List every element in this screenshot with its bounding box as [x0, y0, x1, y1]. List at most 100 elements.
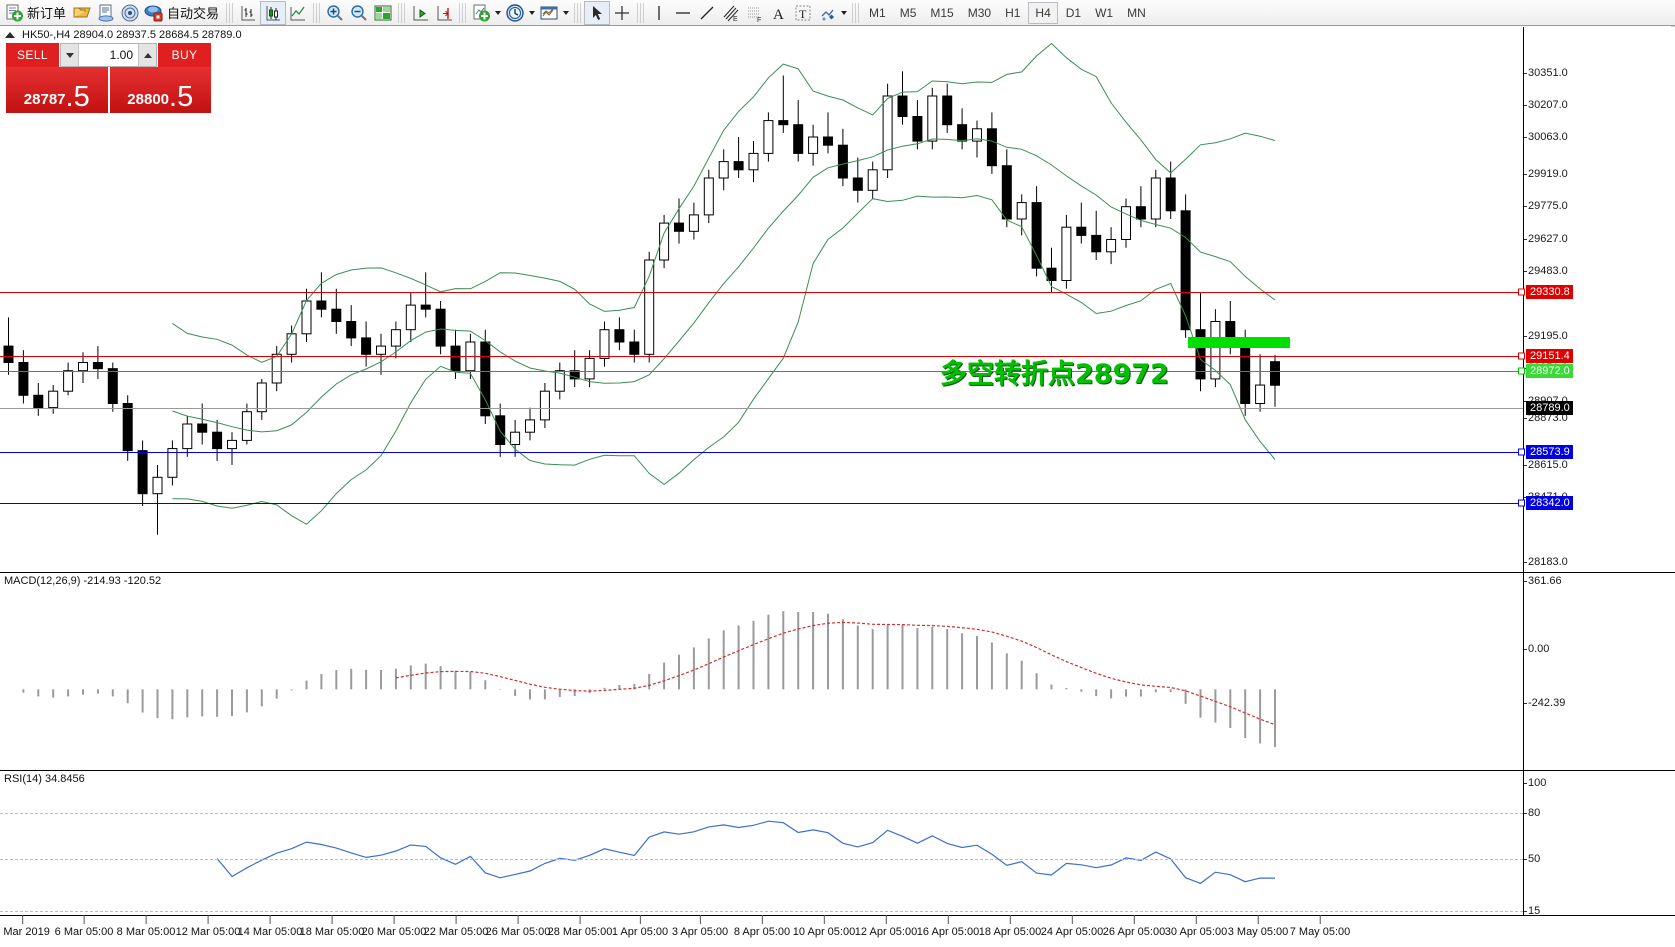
price-tag-support-2[interactable]: 28342.0	[1526, 496, 1573, 510]
sell-button[interactable]: SELL	[6, 43, 59, 67]
price-scale[interactable]: 30351.0 30207.0 30063.0 29919.0 29775.0 29627…	[1523, 27, 1675, 600]
timeframe-m5[interactable]: M5	[899, 5, 917, 20]
macd-plot-area[interactable]	[0, 573, 1523, 770]
price-tag-resistance-2[interactable]: 29151.4	[1526, 349, 1573, 363]
autotrading-button[interactable]: 自动交易	[142, 1, 223, 25]
level-handle-support-2[interactable]	[1518, 499, 1525, 507]
level-line-support-1[interactable]	[0, 452, 1523, 453]
equidistant-channel-icon: E	[723, 5, 739, 23]
timeframe-m1[interactable]: M1	[869, 5, 886, 20]
chart-text-annotation[interactable]: 多空转折点28972	[940, 359, 1169, 390]
line-chart-icon	[290, 6, 306, 20]
sell-price-cell[interactable]: 28787 .5	[6, 67, 108, 113]
toolbar-separator	[637, 2, 645, 23]
time-axis-label: 14 Mar 05:00	[237, 915, 303, 938]
text-button[interactable]: A	[767, 1, 791, 25]
price-tick: 28615.0	[1524, 459, 1568, 471]
zoom-in-button[interactable]	[323, 1, 347, 25]
price-tag-last-price[interactable]: 28789.0	[1526, 401, 1573, 415]
signals-button[interactable]	[118, 1, 142, 25]
toolbar-separator	[852, 2, 860, 23]
chart-shift-button[interactable]	[408, 1, 432, 25]
templates-button[interactable]	[537, 1, 571, 25]
new-order-button[interactable]: 新订单	[2, 1, 70, 25]
rsi-band-line	[0, 911, 1523, 912]
buy-price-cell[interactable]: 28800 .5	[109, 67, 211, 113]
line-chart-button[interactable]	[286, 1, 310, 25]
lot-size-stepper[interactable]: 1.00	[60, 43, 157, 67]
tile-windows-button[interactable]	[371, 1, 395, 25]
add-indicator-button[interactable]	[469, 1, 503, 25]
time-axis-label: 8 Mar 05:00	[116, 915, 176, 938]
level-line-last-price[interactable]	[0, 408, 1523, 409]
fibonacci-button[interactable]: F	[743, 1, 767, 25]
price-tag-pivot[interactable]: 28972.0	[1526, 364, 1573, 378]
timeframe-m30[interactable]: M30	[967, 5, 992, 20]
zoom-out-icon	[351, 4, 367, 21]
auto-scroll-icon	[437, 5, 453, 20]
folder-button[interactable]	[70, 1, 94, 25]
level-line-resistance-1[interactable]	[0, 292, 1523, 293]
buy-button[interactable]: BUY	[158, 43, 211, 67]
chevron-down-icon[interactable]	[529, 10, 536, 15]
lot-decrease-button[interactable]	[61, 44, 79, 66]
candlestick-series	[3, 42, 1280, 535]
crosshair-button[interactable]	[610, 1, 634, 25]
text-label-button[interactable]: T	[791, 1, 815, 25]
chevron-down-icon[interactable]	[563, 10, 570, 15]
timeframe-mn[interactable]: MN	[1127, 5, 1146, 20]
period-button[interactable]	[503, 1, 537, 25]
price-plot-area[interactable]	[0, 27, 1523, 572]
timeframe-d1[interactable]: D1	[1065, 5, 1082, 20]
level-handle-support-1[interactable]	[1518, 448, 1525, 456]
one-click-trading-panel: SELL 1.00 BUY 28787 .5 28800 .5	[6, 43, 211, 113]
price-tick: 29627.0	[1524, 233, 1568, 245]
equidistant-channel-button[interactable]: E	[719, 1, 743, 25]
price-tag-resistance-1[interactable]: 29330.8	[1526, 285, 1573, 299]
zoom-out-button[interactable]	[347, 1, 371, 25]
vertical-line-icon	[658, 5, 660, 20]
rsi-scale[interactable]: 1008050150	[1523, 771, 1675, 940]
price-tick: 29195.0	[1524, 330, 1568, 342]
level-handle-resistance-1[interactable]	[1518, 288, 1525, 296]
lot-increase-button[interactable]	[138, 44, 156, 66]
macd-pane[interactable]: MACD(12,26,9) -214.93 -120.52 361.66 0.00…	[0, 572, 1675, 770]
macd-tick: 0.00	[1523, 643, 1550, 655]
collapse-triangle-icon[interactable]	[5, 32, 15, 38]
chevron-down-icon[interactable]	[495, 10, 502, 15]
rsi-pane[interactable]: RSI(14) 34.8456 1008050150	[0, 770, 1675, 940]
crosshair-icon	[615, 5, 630, 20]
price-chart-pane[interactable]: 30351.0 30207.0 30063.0 29919.0 29775.0 29627…	[0, 27, 1675, 600]
level-line-support-2[interactable]	[0, 503, 1523, 504]
bar-chart-button[interactable]	[236, 1, 260, 25]
timeframe-h4[interactable]: H4	[1028, 1, 1058, 24]
level-handle-pivot[interactable]	[1518, 367, 1525, 375]
trade-panel-top-row: SELL 1.00 BUY	[6, 43, 211, 67]
timeframe-h1[interactable]: H1	[1005, 5, 1021, 20]
vertical-line-button[interactable]	[647, 1, 671, 25]
level-line-pivot[interactable]	[0, 371, 1523, 372]
timeframe-w1[interactable]: W1	[1095, 5, 1114, 20]
level-line-resistance-2[interactable]	[0, 356, 1523, 357]
level-handle-resistance-2[interactable]	[1518, 352, 1525, 360]
horizontal-line-button[interactable]	[671, 1, 695, 25]
reports-button[interactable]	[94, 1, 118, 25]
auto-scroll-button[interactable]	[432, 1, 456, 25]
macd-scale[interactable]: 361.66 0.00 -242.39	[1523, 573, 1675, 770]
chart-shift-icon	[413, 5, 429, 20]
rsi-plot-area[interactable]	[0, 771, 1523, 915]
macd-tick: -242.39	[1523, 697, 1566, 709]
cursor-button[interactable]	[584, 0, 611, 25]
signal-icon	[121, 4, 139, 21]
price-tag-support-1[interactable]: 28573.9	[1526, 445, 1573, 459]
timeframe-m15[interactable]: M15	[930, 5, 954, 20]
trendline-button[interactable]	[695, 1, 719, 25]
objects-button[interactable]	[815, 1, 849, 25]
candlestick-chart-button[interactable]	[260, 0, 287, 25]
chevron-down-icon[interactable]	[841, 10, 848, 15]
pivot-zone-rectangle[interactable]	[1188, 337, 1290, 348]
lot-size-input[interactable]: 1.00	[79, 44, 138, 66]
svg-text:F: F	[757, 17, 761, 23]
time-axis-label: 28 Mar 05:00	[547, 915, 613, 938]
